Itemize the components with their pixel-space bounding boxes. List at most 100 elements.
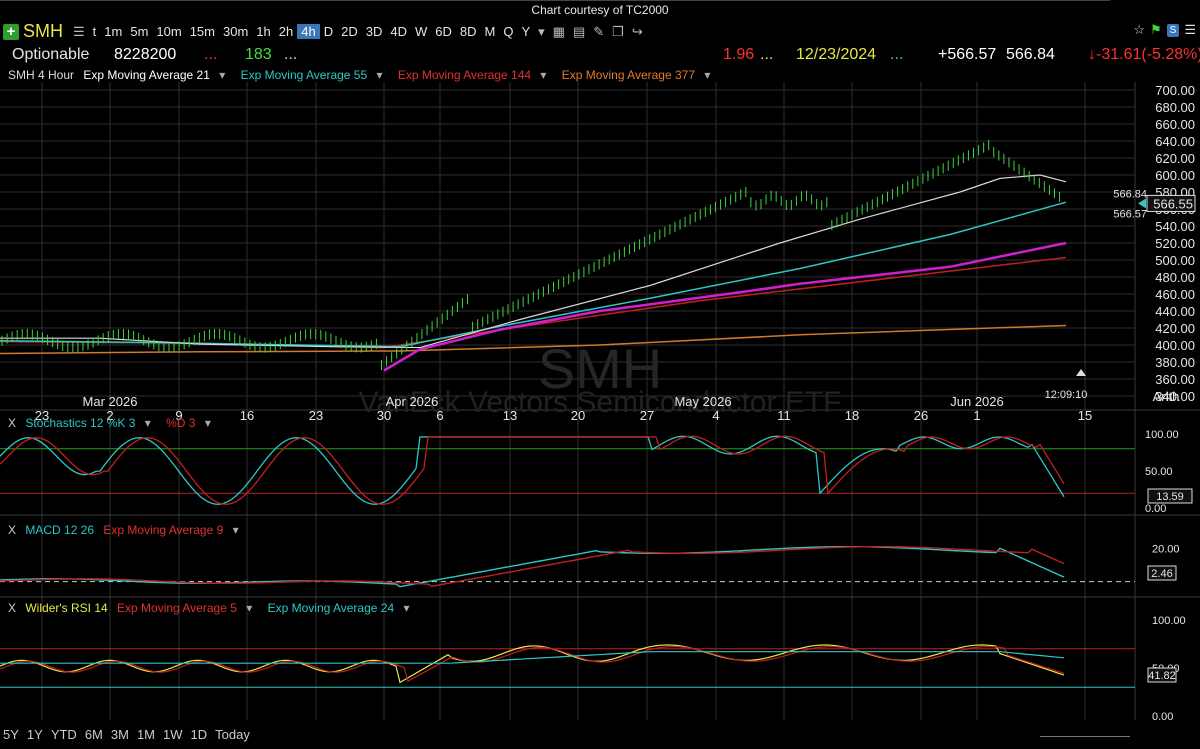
rsi-tick-label: 100.00 bbox=[1152, 615, 1186, 627]
price-tick-label: 360.00 bbox=[1155, 372, 1195, 387]
watchlist-icon[interactable]: ☰ bbox=[73, 23, 85, 39]
rsi-ema24[interactable]: Exp Moving Average 24 ▾ bbox=[267, 601, 410, 615]
symbol-label[interactable]: SMH bbox=[23, 21, 63, 41]
legend-ema21[interactable]: Exp Moving Average 21 ▾ bbox=[83, 68, 226, 82]
price-tick-label: 680.00 bbox=[1155, 100, 1195, 115]
price-tick-label: 340.00 bbox=[1155, 389, 1195, 404]
timeframe-2h[interactable]: 2h bbox=[278, 24, 294, 39]
pencil-icon[interactable]: ✎ bbox=[593, 23, 605, 39]
menu-icon[interactable]: ☰ bbox=[1184, 22, 1196, 37]
stoch-d-line bbox=[0, 435, 1065, 505]
stoch-tick-label: 0.00 bbox=[1145, 503, 1166, 515]
date-tick-label: 16 bbox=[240, 408, 254, 423]
date-tick-label: 20 bbox=[571, 408, 585, 423]
price-tick-label: 400.00 bbox=[1155, 338, 1195, 353]
flag-icon[interactable]: ⚑ bbox=[1150, 22, 1162, 37]
range-5y[interactable]: 5Y bbox=[3, 727, 19, 742]
share-icon[interactable]: ↪ bbox=[631, 23, 643, 39]
chart-type-icon[interactable]: ▦ bbox=[552, 23, 565, 39]
month-label: May 2026 bbox=[674, 394, 731, 409]
timeframe-3d[interactable]: 3D bbox=[365, 24, 383, 39]
timeframe-d[interactable]: D bbox=[323, 24, 334, 39]
range-1d[interactable]: 1D bbox=[190, 727, 208, 742]
ema55-line bbox=[383, 241, 1067, 372]
range-3m[interactable]: 3M bbox=[110, 727, 129, 742]
scroll-indicator[interactable] bbox=[1040, 736, 1130, 737]
timeframe-q[interactable]: Q bbox=[503, 24, 514, 39]
range-1w[interactable]: 1W bbox=[163, 727, 183, 742]
ema21-line bbox=[0, 201, 1067, 348]
legend-ema144[interactable]: Exp Moving Average 144 ▾ bbox=[397, 68, 547, 82]
macd-ema[interactable]: Exp Moving Average 9 ▾ bbox=[103, 523, 239, 537]
stoch-close-button[interactable]: X bbox=[8, 416, 17, 430]
timeframe-30m[interactable]: 30m bbox=[223, 24, 249, 39]
range-1y[interactable]: 1Y bbox=[26, 727, 43, 742]
timeframe-4d[interactable]: 4D bbox=[390, 24, 407, 39]
sp-badge[interactable]: S bbox=[1166, 23, 1180, 37]
quote-change-pct: (-5.28%) bbox=[1141, 46, 1200, 63]
copy-icon[interactable]: ❐ bbox=[612, 23, 624, 39]
range-ytd[interactable]: YTD bbox=[50, 727, 77, 742]
add-symbol-button[interactable]: + bbox=[3, 23, 19, 40]
timeframe-w[interactable]: W bbox=[414, 24, 428, 39]
star-icon[interactable]: ☆ bbox=[1133, 22, 1146, 37]
rsi-ema5[interactable]: Exp Moving Average 5 ▾ bbox=[117, 601, 253, 615]
timeframe-1h[interactable]: 1h bbox=[256, 24, 271, 39]
legend-ema377[interactable]: Exp Moving Average 377 ▾ bbox=[561, 68, 711, 82]
high-tag: 566.84 bbox=[1113, 188, 1147, 200]
timeframe-10m[interactable]: 10m bbox=[156, 24, 182, 39]
stoch-tick-label: 50.00 bbox=[1145, 466, 1173, 478]
price-ema21-line bbox=[0, 174, 1067, 349]
timeframe-6d[interactable]: 6D bbox=[435, 24, 452, 39]
toolbar: + SMH ☰ t 1m 5m 10m 15m 30m 1h 2h 4h D 2D 3D 4D W 6D 8D… bbox=[0, 21, 1200, 42]
scale-label: Arith bbox=[1153, 389, 1180, 404]
stoch-title[interactable]: Stochastics 12 %K 3 ▾ bbox=[25, 416, 151, 430]
stoch-k-line bbox=[0, 435, 1065, 505]
timeframe-m[interactable]: M bbox=[484, 24, 496, 39]
macd-title[interactable]: MACD 12 26 bbox=[25, 523, 95, 537]
quote-date: 12/23/2024 bbox=[796, 46, 877, 63]
price-plot bbox=[0, 139, 1135, 688]
price-tick-label: 660.00 bbox=[1155, 117, 1195, 132]
ema377-line bbox=[0, 324, 1067, 355]
calculator-icon[interactable]: ▤ bbox=[572, 23, 586, 39]
price-tick-label: 700.00 bbox=[1155, 83, 1195, 98]
date-tick-label: 23 bbox=[309, 408, 323, 423]
month-label: Mar 2026 bbox=[83, 394, 138, 409]
rsi-title[interactable]: Wilder's RSI 14 bbox=[25, 601, 108, 615]
timeframe-y[interactable]: Y bbox=[521, 24, 531, 39]
rsi-close-button[interactable]: X bbox=[8, 601, 17, 615]
quote-dots-3: ... bbox=[760, 46, 774, 63]
macd-close-button[interactable]: X bbox=[8, 523, 17, 537]
date-tick-label: 4 bbox=[712, 408, 719, 423]
price-tick-label: 460.00 bbox=[1155, 287, 1195, 302]
legend-ema21-label: Exp Moving Average 21 bbox=[83, 68, 210, 82]
chevron-down-icon[interactable]: ▾ bbox=[538, 23, 545, 39]
stoch-d[interactable]: %D 3 ▾ bbox=[166, 416, 211, 430]
quote-change-pts: +566.57 bbox=[938, 46, 997, 63]
main-legend: SMH 4 Hour Exp Moving Average 21 ▾ Exp M… bbox=[8, 68, 722, 82]
rsi-ema24-line bbox=[0, 651, 1065, 664]
legend-title[interactable]: SMH 4 Hour bbox=[8, 68, 75, 82]
macd-ema-label: Exp Moving Average 9 bbox=[103, 523, 224, 537]
price-tick-label: 440.00 bbox=[1155, 304, 1195, 319]
timeframe-t[interactable]: t bbox=[92, 24, 97, 39]
range-today[interactable]: Today bbox=[215, 727, 250, 742]
range-6m[interactable]: 6M bbox=[84, 727, 103, 742]
legend-ema55[interactable]: Exp Moving Average 55 ▾ bbox=[240, 68, 383, 82]
timeframe-15m[interactable]: 15m bbox=[189, 24, 215, 39]
stoch-last-label: 13.59 bbox=[1156, 491, 1184, 503]
range-1m[interactable]: 1M bbox=[136, 727, 155, 742]
timeframe-5m[interactable]: 5m bbox=[130, 24, 149, 39]
timeframe-2d[interactable]: 2D bbox=[341, 24, 358, 39]
axes: 700.00680.00660.00640.00620.00600.00580.… bbox=[35, 83, 1196, 723]
date-tick-label: 13 bbox=[503, 408, 517, 423]
month-label: Jun 2026 bbox=[950, 394, 1004, 409]
timeframe-4h[interactable]: 4h bbox=[297, 24, 320, 39]
timeframe-1m[interactable]: 1m bbox=[104, 24, 123, 39]
price-tick-label: 640.00 bbox=[1155, 134, 1195, 149]
price-tick-label: 480.00 bbox=[1155, 270, 1195, 285]
timeframe-8d[interactable]: 8D bbox=[459, 24, 477, 39]
date-tick-label: 2 bbox=[106, 408, 113, 423]
